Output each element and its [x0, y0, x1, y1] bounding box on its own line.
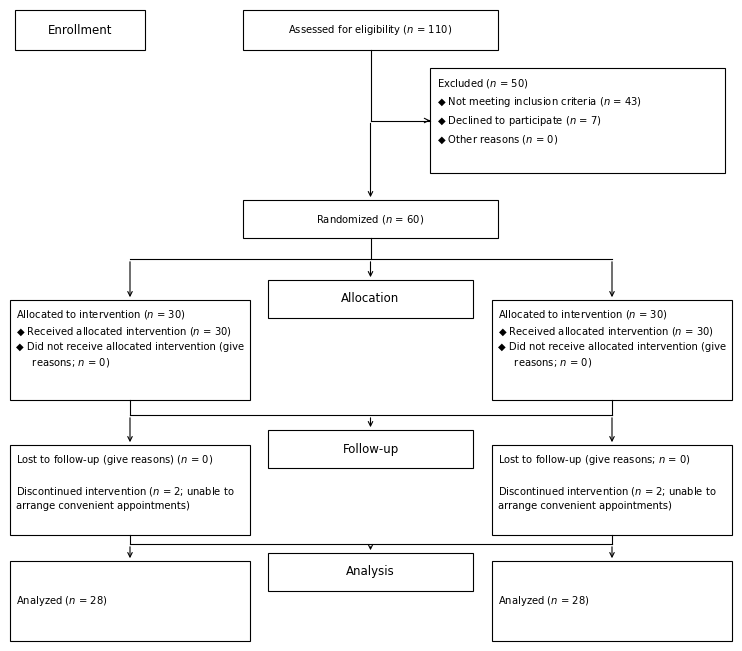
FancyBboxPatch shape [268, 280, 473, 318]
Text: Allocated to intervention ($n$ = 30)
◆ Received allocated intervention ($n$ = 30: Allocated to intervention ($n$ = 30) ◆ R… [498, 308, 726, 369]
FancyBboxPatch shape [430, 68, 725, 173]
FancyBboxPatch shape [492, 300, 732, 400]
Text: Analyzed ($n$ = 28): Analyzed ($n$ = 28) [16, 594, 108, 608]
Text: Allocation: Allocation [341, 292, 400, 305]
FancyBboxPatch shape [15, 10, 145, 50]
Text: Enrollment: Enrollment [47, 23, 112, 36]
Text: Follow-up: Follow-up [342, 443, 398, 456]
FancyBboxPatch shape [492, 561, 732, 641]
FancyBboxPatch shape [268, 553, 473, 591]
FancyBboxPatch shape [243, 10, 498, 50]
Text: Randomized ($n$ = 60): Randomized ($n$ = 60) [316, 212, 424, 225]
Text: Analysis: Analysis [346, 566, 395, 579]
FancyBboxPatch shape [492, 445, 732, 535]
FancyBboxPatch shape [10, 445, 250, 535]
FancyBboxPatch shape [10, 561, 250, 641]
Text: Assessed for eligibility ($n$ = 110): Assessed for eligibility ($n$ = 110) [289, 23, 453, 37]
FancyBboxPatch shape [268, 430, 473, 468]
FancyBboxPatch shape [10, 300, 250, 400]
Text: Excluded ($n$ = 50)
◆ Not meeting inclusion criteria ($n$ = 43)
◆ Declined to pa: Excluded ($n$ = 50) ◆ Not meeting inclus… [437, 77, 642, 146]
Text: Lost to follow-up (give reasons) ($n$ = 0)

Discontinued intervention ($n$ = 2; : Lost to follow-up (give reasons) ($n$ = … [16, 453, 234, 512]
FancyBboxPatch shape [243, 200, 498, 238]
Text: Analyzed ($n$ = 28): Analyzed ($n$ = 28) [498, 594, 590, 608]
Text: Lost to follow-up (give reasons; $n$ = 0)

Discontinued intervention ($n$ = 2; u: Lost to follow-up (give reasons; $n$ = 0… [498, 453, 717, 512]
Text: Allocated to intervention ($n$ = 30)
◆ Received allocated intervention ($n$ = 30: Allocated to intervention ($n$ = 30) ◆ R… [16, 308, 244, 369]
